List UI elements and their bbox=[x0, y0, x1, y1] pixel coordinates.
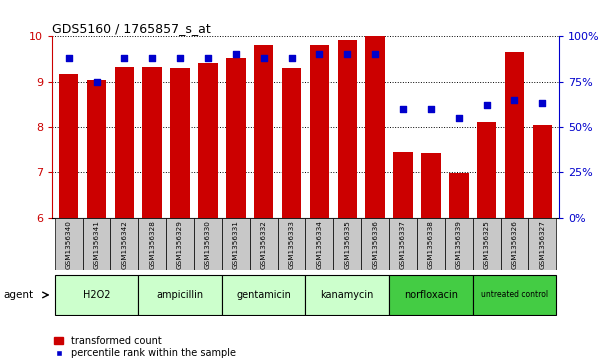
Text: GSM1356325: GSM1356325 bbox=[484, 220, 489, 269]
Point bbox=[64, 55, 73, 61]
Bar bbox=[306, 275, 389, 315]
Bar bbox=[417, 218, 445, 270]
Text: GSM1356337: GSM1356337 bbox=[400, 220, 406, 269]
Bar bbox=[365, 36, 385, 218]
Text: GSM1356336: GSM1356336 bbox=[372, 220, 378, 269]
Bar bbox=[282, 68, 301, 218]
Text: untreated control: untreated control bbox=[481, 290, 548, 299]
Point bbox=[92, 79, 101, 85]
Text: GSM1356339: GSM1356339 bbox=[456, 220, 462, 269]
Legend: transformed count, percentile rank within the sample: transformed count, percentile rank withi… bbox=[54, 336, 236, 358]
Point bbox=[315, 52, 324, 57]
Point bbox=[147, 55, 157, 61]
Point bbox=[287, 55, 296, 61]
Text: GSM1356329: GSM1356329 bbox=[177, 220, 183, 269]
Text: GSM1356342: GSM1356342 bbox=[122, 220, 127, 269]
Bar bbox=[529, 218, 556, 270]
Text: GSM1356330: GSM1356330 bbox=[205, 220, 211, 269]
Point bbox=[370, 52, 380, 57]
Text: norfloxacin: norfloxacin bbox=[404, 290, 458, 300]
Bar bbox=[59, 74, 78, 218]
Bar bbox=[445, 218, 473, 270]
Bar bbox=[115, 67, 134, 218]
Text: gentamicin: gentamicin bbox=[236, 290, 291, 300]
Bar bbox=[138, 275, 222, 315]
Bar bbox=[250, 218, 277, 270]
Point bbox=[120, 55, 130, 61]
Text: ampicillin: ampicillin bbox=[156, 290, 203, 300]
Bar bbox=[533, 125, 552, 218]
Text: GDS5160 / 1765857_s_at: GDS5160 / 1765857_s_at bbox=[52, 22, 211, 35]
Bar bbox=[361, 218, 389, 270]
Text: agent: agent bbox=[3, 290, 33, 300]
Point bbox=[510, 97, 519, 103]
Bar bbox=[170, 68, 190, 218]
Point bbox=[259, 55, 269, 61]
Text: GSM1356333: GSM1356333 bbox=[288, 220, 295, 269]
Bar bbox=[138, 218, 166, 270]
Text: GSM1356331: GSM1356331 bbox=[233, 220, 239, 269]
Bar bbox=[421, 153, 441, 218]
Bar bbox=[198, 62, 218, 218]
Bar bbox=[337, 40, 357, 218]
Bar bbox=[389, 218, 417, 270]
Bar bbox=[82, 218, 111, 270]
Bar bbox=[55, 218, 82, 270]
Bar bbox=[449, 173, 469, 218]
Point bbox=[175, 55, 185, 61]
Bar bbox=[389, 275, 473, 315]
Point bbox=[342, 52, 352, 57]
Bar bbox=[310, 45, 329, 218]
Point bbox=[231, 52, 241, 57]
Text: GSM1356326: GSM1356326 bbox=[511, 220, 518, 269]
Bar bbox=[473, 218, 500, 270]
Text: GSM1356327: GSM1356327 bbox=[540, 220, 546, 269]
Bar bbox=[55, 275, 138, 315]
Text: GSM1356335: GSM1356335 bbox=[344, 220, 350, 269]
Bar bbox=[111, 218, 138, 270]
Bar bbox=[500, 218, 529, 270]
Point bbox=[426, 106, 436, 112]
Point bbox=[398, 106, 408, 112]
Bar bbox=[473, 275, 556, 315]
Text: H2O2: H2O2 bbox=[82, 290, 110, 300]
Text: GSM1356334: GSM1356334 bbox=[316, 220, 323, 269]
Point bbox=[203, 55, 213, 61]
Text: kanamycin: kanamycin bbox=[321, 290, 374, 300]
Text: GSM1356338: GSM1356338 bbox=[428, 220, 434, 269]
Bar bbox=[477, 122, 496, 218]
Bar bbox=[277, 218, 306, 270]
Bar bbox=[254, 45, 274, 218]
Text: GSM1356341: GSM1356341 bbox=[93, 220, 100, 269]
Point bbox=[481, 102, 491, 108]
Bar bbox=[142, 67, 162, 218]
Text: GSM1356332: GSM1356332 bbox=[261, 220, 267, 269]
Bar bbox=[194, 218, 222, 270]
Bar bbox=[393, 152, 413, 218]
Text: GSM1356328: GSM1356328 bbox=[149, 220, 155, 269]
Bar bbox=[166, 218, 194, 270]
Point bbox=[454, 115, 464, 121]
Bar bbox=[222, 275, 306, 315]
Text: GSM1356340: GSM1356340 bbox=[65, 220, 71, 269]
Bar bbox=[505, 52, 524, 218]
Bar bbox=[306, 218, 334, 270]
Bar bbox=[334, 218, 361, 270]
Bar bbox=[226, 58, 246, 218]
Point bbox=[538, 101, 547, 106]
Bar bbox=[222, 218, 250, 270]
Bar bbox=[87, 80, 106, 218]
